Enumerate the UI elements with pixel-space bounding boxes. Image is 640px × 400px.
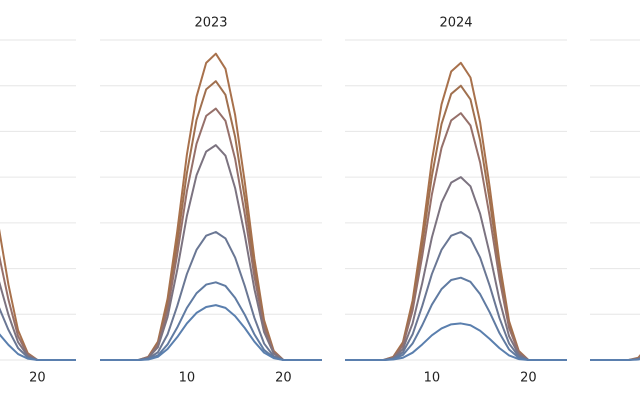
x-tick-label: 20 bbox=[29, 371, 46, 386]
series-line bbox=[0, 333, 76, 361]
series-line bbox=[100, 304, 322, 361]
x-tick-label: 10 bbox=[424, 371, 441, 386]
facet-title: 2023 bbox=[194, 16, 227, 31]
x-tick-label: 10 bbox=[179, 371, 196, 386]
series-line bbox=[345, 322, 567, 361]
x-tick-label: 20 bbox=[520, 371, 537, 386]
series-line bbox=[100, 231, 322, 361]
series-line bbox=[100, 80, 322, 361]
x-tick-label: 20 bbox=[275, 371, 292, 386]
series-line bbox=[590, 358, 640, 361]
series-line bbox=[0, 281, 76, 361]
series-line bbox=[100, 281, 322, 361]
series-line bbox=[590, 354, 640, 361]
facet-title: 2024 bbox=[439, 16, 472, 31]
series-line bbox=[345, 276, 567, 361]
series-line bbox=[345, 61, 567, 361]
series-line bbox=[590, 356, 640, 361]
series-line bbox=[345, 231, 567, 361]
